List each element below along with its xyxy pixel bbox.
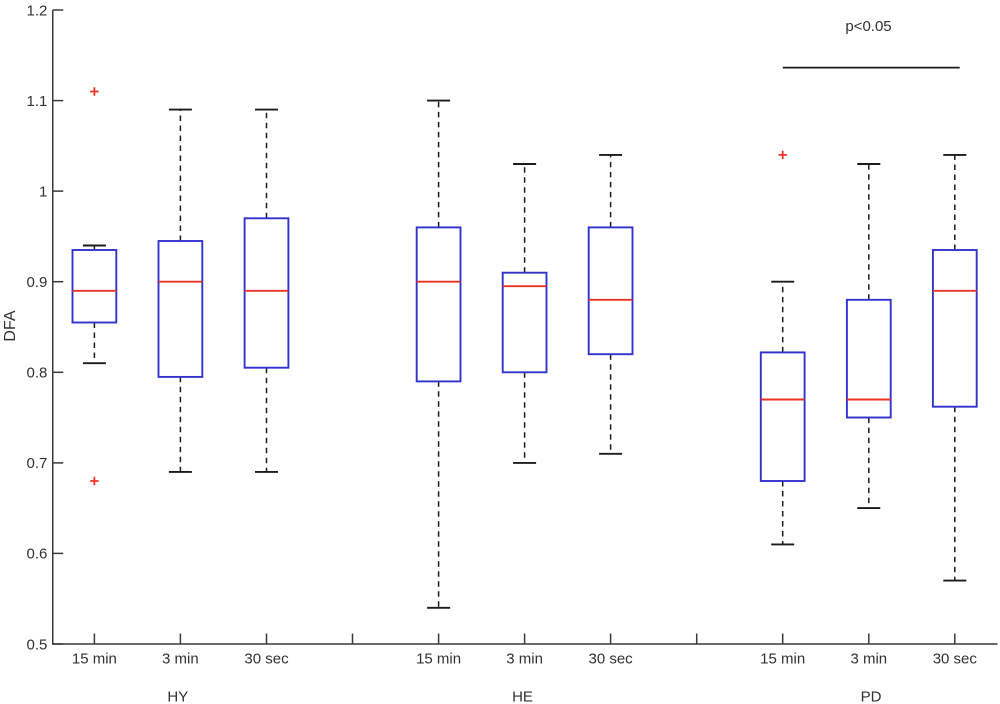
svg-text:30 sec: 30 sec [933, 651, 978, 668]
svg-text:1.1: 1.1 [27, 93, 48, 110]
svg-text:DFA: DFA [2, 310, 19, 341]
svg-text:PD: PD [861, 688, 882, 704]
svg-text:0.6: 0.6 [27, 546, 48, 563]
svg-text:0.7: 0.7 [27, 455, 48, 472]
svg-text:HE: HE [512, 688, 533, 704]
svg-text:30 sec: 30 sec [244, 651, 289, 668]
svg-text:0.8: 0.8 [27, 365, 48, 382]
svg-text:15 min: 15 min [72, 651, 117, 668]
svg-text:15 min: 15 min [416, 651, 461, 668]
svg-text:HY: HY [167, 688, 188, 704]
svg-text:0.9: 0.9 [27, 274, 48, 291]
svg-text:3 min: 3 min [850, 651, 887, 668]
svg-text:3 min: 3 min [506, 651, 543, 668]
svg-text:3 min: 3 min [162, 651, 199, 668]
svg-text:1.2: 1.2 [27, 2, 48, 19]
svg-text:15 min: 15 min [760, 651, 805, 668]
svg-text:0.5: 0.5 [27, 636, 48, 653]
svg-text:30 sec: 30 sec [588, 651, 633, 668]
svg-text:p<0.05: p<0.05 [845, 18, 891, 35]
svg-text:1: 1 [39, 183, 47, 200]
